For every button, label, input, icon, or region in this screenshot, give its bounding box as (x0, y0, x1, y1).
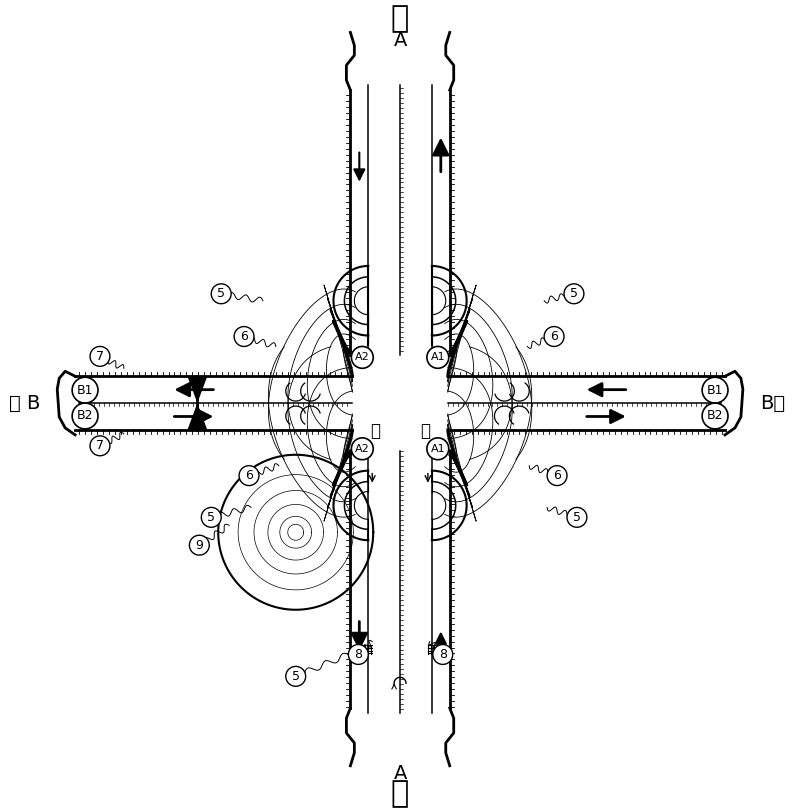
Text: 6: 6 (550, 330, 558, 343)
Text: B东: B东 (760, 393, 785, 413)
Circle shape (90, 346, 110, 367)
Text: A2: A2 (355, 352, 370, 363)
Circle shape (427, 438, 449, 460)
Text: 5: 5 (207, 511, 215, 524)
Text: 9: 9 (195, 539, 203, 551)
Circle shape (202, 508, 221, 527)
Circle shape (351, 346, 374, 368)
Text: A: A (394, 764, 406, 783)
Circle shape (90, 436, 110, 456)
Text: 7: 7 (96, 350, 104, 363)
Circle shape (72, 377, 98, 403)
Text: 南: 南 (391, 779, 409, 808)
Circle shape (702, 377, 728, 403)
Circle shape (286, 667, 306, 686)
Circle shape (234, 327, 254, 346)
Circle shape (567, 508, 587, 527)
Text: B1: B1 (77, 384, 94, 397)
Text: 北: 北 (391, 4, 409, 33)
Text: A1: A1 (430, 352, 445, 363)
Polygon shape (187, 403, 207, 430)
Text: 5: 5 (217, 287, 225, 300)
Text: 6: 6 (553, 469, 561, 482)
Text: A2: A2 (355, 444, 370, 454)
Circle shape (348, 645, 368, 664)
Circle shape (702, 403, 728, 429)
Circle shape (547, 466, 567, 486)
Circle shape (351, 438, 374, 460)
Circle shape (72, 403, 98, 429)
Circle shape (190, 535, 210, 555)
Text: A: A (394, 31, 406, 50)
Circle shape (433, 645, 453, 664)
Text: A1: A1 (430, 444, 445, 454)
Text: B1: B1 (707, 384, 723, 397)
Text: 桥: 桥 (420, 422, 430, 440)
Text: 5: 5 (573, 511, 581, 524)
Text: 6: 6 (240, 330, 248, 343)
Text: 8: 8 (438, 648, 446, 661)
Text: B2: B2 (77, 410, 94, 423)
Text: 8: 8 (354, 648, 362, 661)
Text: 拱: 拱 (370, 422, 380, 440)
Text: 6: 6 (245, 469, 253, 482)
Text: 西 B: 西 B (9, 393, 40, 413)
Circle shape (564, 284, 584, 303)
Circle shape (544, 327, 564, 346)
Text: 5: 5 (292, 670, 300, 683)
Text: 5: 5 (570, 287, 578, 300)
Circle shape (427, 346, 449, 368)
Text: B2: B2 (707, 410, 723, 423)
Polygon shape (187, 376, 207, 403)
Circle shape (211, 284, 231, 303)
Text: 7: 7 (96, 440, 104, 453)
Circle shape (239, 466, 259, 486)
